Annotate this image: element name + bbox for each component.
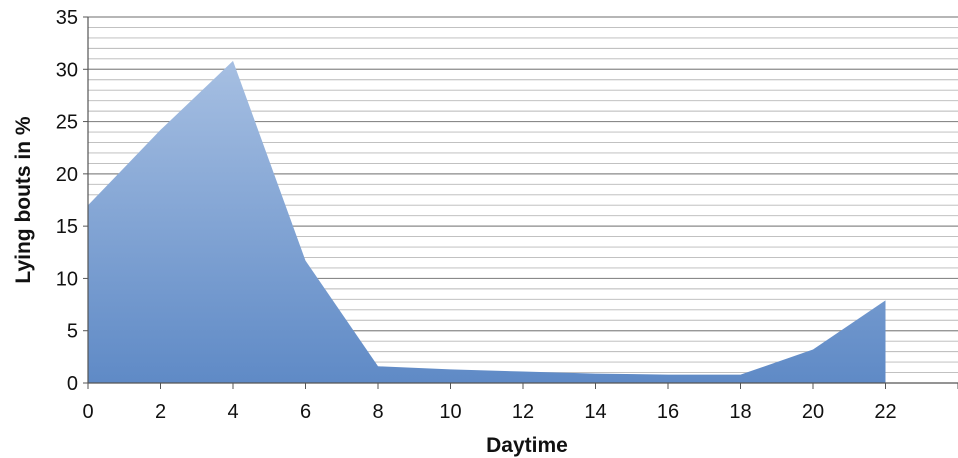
x-tick-label: 6 [300, 401, 311, 423]
x-tick-label: 16 [657, 401, 679, 423]
x-tick-label: 4 [227, 401, 238, 423]
y-tick-label: 20 [56, 164, 78, 186]
y-tick-label: 5 [67, 321, 78, 343]
x-tick-label: 0 [82, 401, 93, 423]
x-tick-label: 18 [729, 401, 751, 423]
y-tick-label: 30 [56, 59, 78, 81]
y-axis-title: Lying bouts in % [12, 116, 35, 284]
y-tick-label: 35 [56, 7, 78, 29]
x-tick-label: 8 [372, 401, 383, 423]
x-tick-label: 20 [802, 401, 824, 423]
x-tick-labels: 0 2 4 6 8 10 12 14 16 18 20 22 [82, 401, 896, 423]
x-axis-title: Daytime [486, 434, 568, 457]
axes [83, 16, 958, 389]
x-tick-label: 12 [512, 401, 534, 423]
x-tick-label: 14 [584, 401, 606, 423]
y-tick-label: 25 [56, 112, 78, 134]
area-series-fill [88, 60, 886, 384]
y-tick-label: 15 [56, 216, 78, 238]
y-tick-label: 0 [67, 373, 78, 395]
y-tick-label: 10 [56, 268, 78, 290]
x-tick-label: 2 [155, 401, 166, 423]
series-area [88, 60, 886, 384]
x-tick-label: 10 [439, 401, 461, 423]
x-tick-label: 22 [874, 401, 896, 423]
y-tick-labels: 0 5 10 15 20 25 30 35 [56, 7, 78, 395]
